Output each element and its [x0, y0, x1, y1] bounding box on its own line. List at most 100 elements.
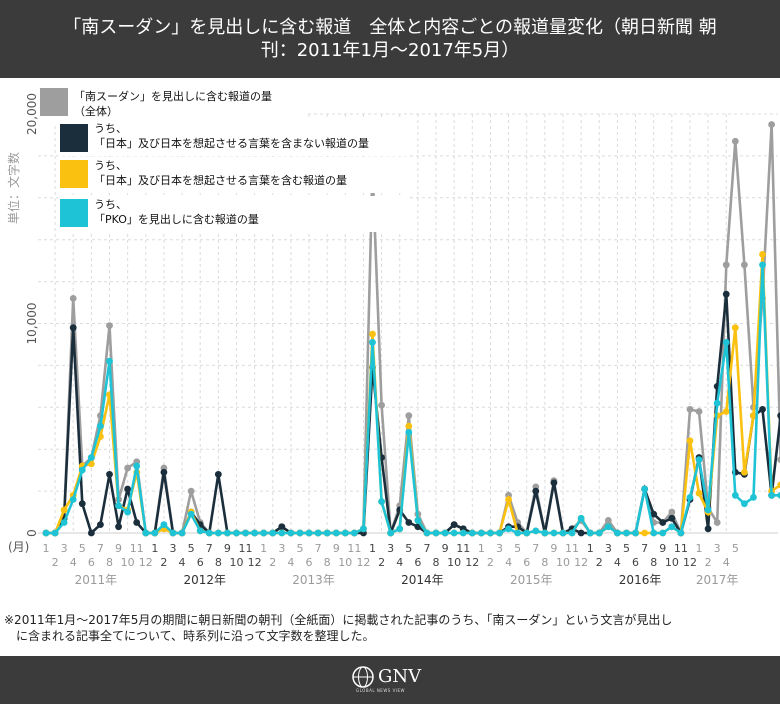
data-point — [759, 250, 766, 258]
year-label: 2012年 — [183, 573, 226, 587]
data-point — [641, 529, 649, 537]
logo-text: GNV — [378, 666, 422, 687]
data-point — [677, 529, 685, 537]
legend-label-1: うち、「日本」及び日本を想起させる言葉を含まない報道の量 — [94, 122, 369, 150]
data-point — [731, 324, 739, 332]
data-point — [468, 529, 476, 537]
data-point — [750, 493, 757, 501]
data-point — [133, 519, 141, 526]
data-point — [224, 529, 231, 537]
x-tick-label: 4 — [179, 556, 186, 569]
x-tick-label: 6 — [306, 556, 313, 569]
data-point — [296, 529, 304, 537]
legend-label-0: 「南スーダン」を見出しに含む報道の量（全体） — [74, 89, 272, 118]
x-tick-label: 5 — [732, 542, 739, 555]
data-point — [532, 527, 540, 535]
data-point — [60, 519, 68, 526]
data-point — [759, 261, 766, 269]
year-label: 2016年 — [619, 573, 662, 587]
data-point — [87, 529, 95, 537]
legend-backdrop — [58, 120, 408, 156]
x-tick-label: 10 — [665, 556, 679, 569]
x-tick-label: 7 — [315, 542, 322, 555]
x-tick-label: 11 — [674, 542, 688, 555]
data-point — [106, 357, 113, 365]
x-tick-label: 3 — [714, 542, 721, 555]
data-point — [115, 502, 122, 510]
x-tick-label: 5 — [623, 542, 630, 555]
data-point — [704, 525, 712, 533]
data-point — [405, 429, 413, 436]
data-point — [378, 498, 385, 505]
x-tick-label: 4 — [614, 556, 621, 569]
data-point — [659, 529, 667, 537]
year-label: 2014年 — [401, 573, 444, 587]
data-point — [614, 529, 621, 537]
data-point — [187, 510, 195, 518]
data-point — [387, 529, 395, 537]
x-tick-label: 12 — [683, 556, 697, 569]
data-point — [505, 525, 512, 533]
data-point — [124, 464, 132, 472]
x-tick-label: 6 — [197, 556, 204, 569]
data-point — [559, 529, 567, 537]
data-point — [441, 529, 449, 537]
x-tick-label: 10 — [447, 556, 461, 569]
x-tick-label: 2 — [269, 556, 276, 569]
data-point — [686, 437, 694, 445]
x-tick-label: 11 — [130, 542, 144, 555]
x-tick-label: 5 — [79, 542, 86, 555]
data-point — [713, 399, 721, 407]
x-tick-label: 9 — [550, 542, 557, 555]
axes: 単位：文字数 (月) 010,00020,0001234567891011122… — [6, 93, 739, 587]
data-point — [133, 462, 141, 470]
x-tick-label: 6 — [88, 556, 95, 569]
data-point — [305, 529, 313, 537]
x-tick-label: 12 — [574, 556, 588, 569]
x-tick-label: 4 — [396, 556, 403, 569]
logo-subtext: GLOBAL NEWS VIEW — [356, 688, 405, 693]
data-point — [278, 529, 286, 537]
data-point — [740, 500, 748, 508]
x-tick-label: 7 — [97, 542, 104, 555]
data-point — [287, 529, 295, 537]
data-point — [233, 529, 240, 537]
x-tick-label: 8 — [433, 556, 440, 569]
data-point — [251, 529, 259, 537]
x-tick-label: 10 — [556, 556, 570, 569]
data-point — [214, 470, 222, 478]
data-point — [69, 294, 77, 302]
x-tick-label: 3 — [605, 542, 612, 555]
legend-label-2: うち、「日本」及び日本を想起させる言葉を含む報道の量 — [94, 159, 347, 187]
data-point — [740, 468, 748, 476]
data-point — [496, 529, 503, 537]
data-point — [360, 525, 367, 533]
data-point — [341, 529, 349, 537]
data-point — [777, 481, 780, 489]
grid — [38, 113, 778, 534]
x-tick-label: 9 — [659, 542, 666, 555]
x-tick-label: 8 — [541, 556, 548, 569]
data-point — [695, 408, 703, 415]
data-point — [668, 508, 676, 516]
data-point — [595, 529, 603, 537]
data-point — [260, 529, 268, 537]
data-point — [414, 517, 422, 524]
page-title: 「南スーダン」を見出しに含む報道 全体と内容ごとの報道量変化（朝日新聞 朝刊：2… — [63, 17, 717, 61]
data-point — [768, 121, 775, 128]
y-tick-label: 10,000 — [25, 303, 39, 345]
data-point — [686, 405, 694, 413]
data-point — [695, 489, 703, 497]
data-point — [124, 485, 132, 493]
data-point — [568, 529, 576, 537]
data-point — [541, 529, 549, 537]
data-point — [278, 523, 286, 531]
data-point — [650, 529, 658, 537]
data-point — [115, 523, 122, 531]
x-tick-label: 4 — [287, 556, 294, 569]
legend-backdrop — [58, 196, 408, 232]
data-point — [759, 405, 766, 413]
x-tick-label: 8 — [215, 556, 222, 569]
x-tick-label: 4 — [505, 556, 512, 569]
data-point — [169, 529, 177, 537]
